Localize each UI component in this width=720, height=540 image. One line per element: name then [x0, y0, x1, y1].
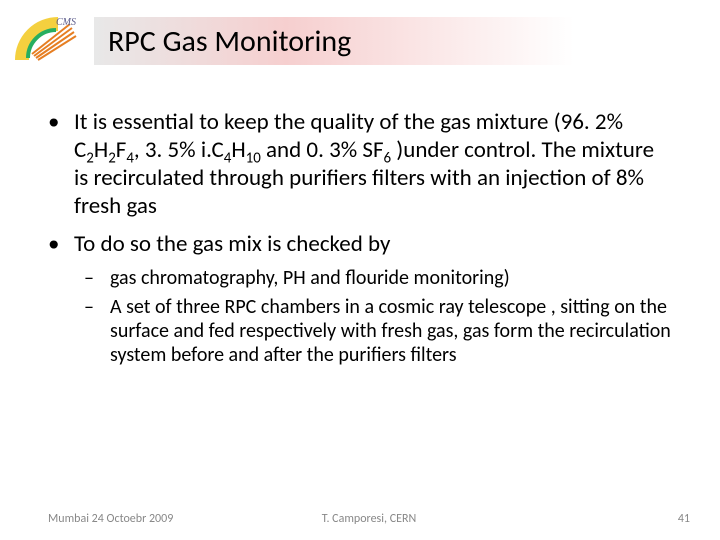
cms-logo-icon: CMS	[14, 14, 84, 68]
slide: CMS RPC Gas Monitoring It is essential t…	[0, 0, 720, 540]
cms-logo: CMS	[14, 14, 84, 68]
footer-left: Mumbai 24 Octoebr 2009	[48, 512, 262, 526]
footer-center: T. Camporesi, CERN	[262, 512, 476, 526]
sub-bullet-1: gas chromatography, PH and flouride moni…	[84, 266, 672, 290]
m5: and 0. 3% SF	[261, 136, 384, 164]
m3: , 3. 5% i.C	[134, 136, 224, 164]
footer-page-number: 41	[476, 512, 690, 526]
header-row: CMS RPC Gas Monitoring	[0, 0, 720, 68]
sub-bullet-2: A set of three RPC chambers in a cosmic …	[84, 295, 672, 368]
content-area: It is essential to keep the quality of t…	[0, 68, 720, 368]
bullet-1: It is essential to keep the quality of t…	[48, 108, 672, 220]
sub-bullet-1-text: gas chromatography, PH and flouride moni…	[110, 266, 510, 290]
main-bullet-list: It is essential to keep the quality of t…	[48, 108, 672, 368]
title-bar: RPC Gas Monitoring	[94, 17, 574, 65]
m2: F	[116, 136, 127, 164]
sub-bullet-2-text: A set of three RPC chambers in a cosmic …	[110, 295, 671, 368]
cms-logo-text: CMS	[56, 17, 76, 28]
sub-bullet-list: gas chromatography, PH and flouride moni…	[84, 266, 672, 368]
bullet-2-text: To do so the gas mix is checked by	[74, 230, 390, 258]
footer: Mumbai 24 Octoebr 2009 T. Camporesi, CER…	[0, 512, 720, 526]
m4: H	[231, 136, 245, 164]
bullet-2: To do so the gas mix is checked by gas c…	[48, 230, 672, 368]
m1: H	[94, 136, 108, 164]
slide-title: RPC Gas Monitoring	[108, 23, 351, 60]
